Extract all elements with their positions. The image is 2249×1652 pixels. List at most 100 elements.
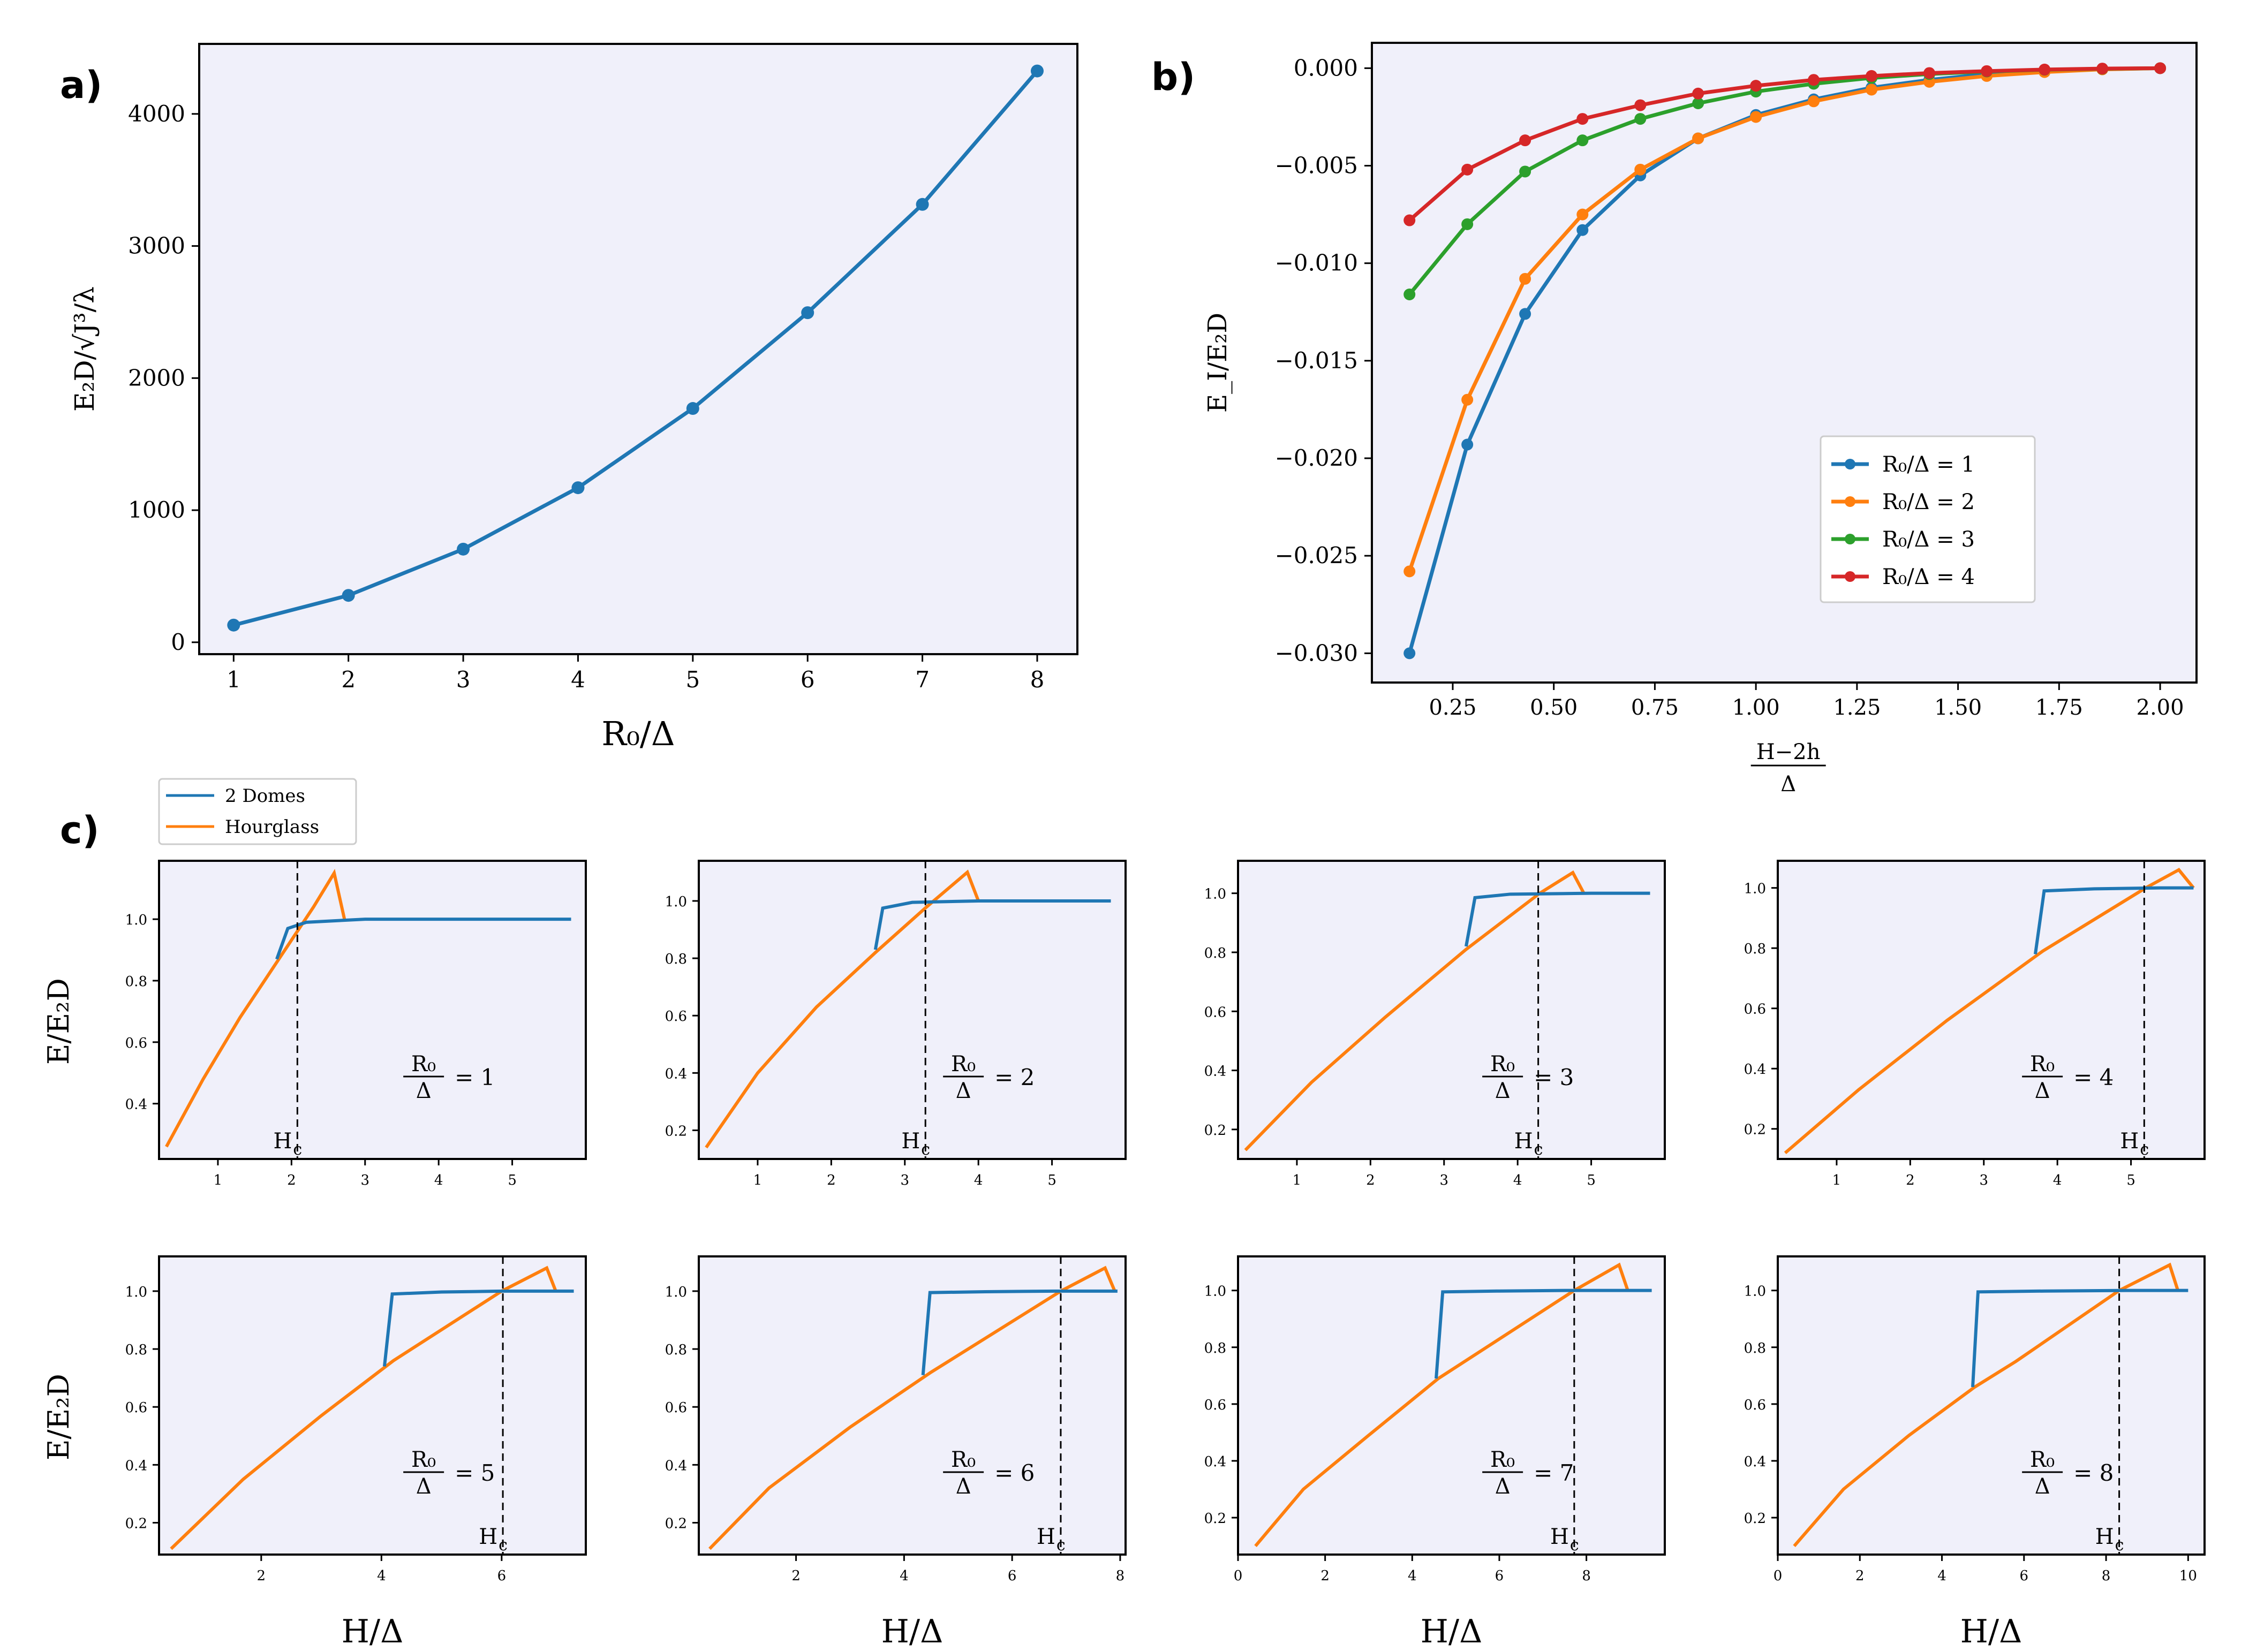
ratio-denominator: Δ (2035, 1474, 2050, 1499)
ratio-numerator: R₀ (1490, 1448, 1515, 1472)
ratio-denominator: Δ (2035, 1079, 2050, 1103)
data-point (1634, 99, 1647, 111)
ratio-numerator: R₀ (411, 1052, 436, 1077)
plot-frame (698, 1255, 1127, 1556)
ratio-numerator: R₀ (2030, 1052, 2055, 1077)
x-tick-label: 3 (900, 1172, 909, 1188)
plot-frame (158, 860, 587, 1160)
y-tick-label: −0.005 (1275, 153, 1358, 179)
data-point (1403, 565, 1416, 578)
ratio-denominator: Δ (956, 1079, 971, 1103)
data-point (1866, 84, 1878, 96)
data-point (1519, 134, 1531, 147)
chart-a: 1 2 3 4 5 6 7 8 0 1000 2000 3000 4000 R₀/Δ E₂D/√J³/λ (69, 43, 1078, 753)
y-tick-label: 0.6 (125, 1400, 147, 1416)
legend-label-2: Hourglass (225, 816, 319, 838)
ratio-denominator: Δ (416, 1079, 432, 1103)
hc-label: H (901, 1129, 920, 1154)
y-tick-label: 0.8 (665, 1342, 687, 1358)
hc-label-subscript: c (2115, 1536, 2124, 1555)
y-axis-label-row-2: E/E₂D (42, 1374, 76, 1460)
data-point (342, 589, 355, 602)
y-tick-label: 0.2 (665, 1123, 687, 1139)
y-tick-label: 0 (171, 629, 185, 655)
plot-frame (1777, 1255, 2206, 1556)
y-tick-label: 0.2 (1744, 1511, 1766, 1527)
data-point (1981, 65, 1993, 77)
y-tick-label: −0.025 (1275, 542, 1358, 569)
y-tick-label: 0.4 (125, 1458, 147, 1474)
data-point (1576, 113, 1589, 125)
legend-marker (1845, 496, 1855, 507)
ratio-value: = 1 (455, 1064, 495, 1090)
x-tick-label: 5 (2126, 1172, 2135, 1188)
y-tick-label: 1.0 (1744, 1284, 1766, 1300)
plot-frame (698, 860, 1127, 1160)
x-axis-label-col-1: H/Δ (342, 1613, 404, 1650)
x-tick-label: 3 (1979, 1172, 1988, 1188)
x-tick-label: 7 (915, 666, 930, 693)
x-tick-label: 1 (1293, 1172, 1302, 1188)
hc-label: H (479, 1525, 497, 1549)
ratio-value: = 3 (1534, 1064, 1574, 1090)
plot-area (699, 861, 1126, 1159)
x-tick-label: 1.75 (2035, 695, 2083, 720)
hc-label: H (1037, 1525, 1055, 1549)
hc-label: H (2120, 1129, 2139, 1154)
ratio-numerator: R₀ (411, 1448, 436, 1472)
x-axis-label-col-2: H/Δ (881, 1613, 944, 1650)
series-line-2 (1407, 66, 2161, 572)
data-point (1461, 438, 1474, 451)
y-tick-label: −0.020 (1275, 445, 1358, 471)
y-tick-label: 0.8 (1204, 945, 1226, 961)
x-tick-label: 1 (227, 666, 241, 693)
y-tick-label: 0.4 (1204, 1454, 1226, 1470)
plot-frame (1237, 860, 1666, 1160)
x-tick-label: 8 (1582, 1568, 1591, 1584)
y-tick-label: 0.8 (1744, 1340, 1766, 1357)
x-axis-label-denominator: Δ (1780, 772, 1796, 797)
y-tick-label: 0.8 (1744, 941, 1766, 957)
data-point (2154, 62, 2167, 74)
x-tick-label: 1 (1832, 1172, 1842, 1188)
y-tick-label: −0.030 (1275, 640, 1358, 666)
ratio-numerator: R₀ (2030, 1448, 2055, 1472)
data-point (1692, 132, 1704, 145)
ratio-value: = 6 (994, 1460, 1035, 1486)
ratio-value: = 2 (994, 1064, 1035, 1090)
x-tick-label: 6 (2020, 1568, 2029, 1584)
plot-area (1372, 43, 2197, 683)
panel-label-b: b) (1151, 55, 1195, 99)
plot-area (699, 1256, 1126, 1555)
x-tick-label: 0 (1234, 1568, 1243, 1584)
hc-label-subscript: c (1056, 1536, 1066, 1555)
y-tick-label: 3000 (128, 233, 185, 259)
y-tick-label: 1.0 (1744, 881, 1766, 897)
data-point (1750, 111, 1762, 123)
plot-area (159, 1256, 586, 1555)
data-point (1403, 647, 1416, 660)
ratio-value: = 7 (1534, 1460, 1574, 1486)
two-domes-line (921, 1289, 1118, 1375)
x-tick-label: 4 (434, 1172, 443, 1188)
data-point (686, 402, 699, 415)
x-tick-label: 4 (1937, 1568, 1946, 1584)
y-tick-label: 0.4 (665, 1066, 687, 1082)
x-tick-label: 2 (257, 1568, 266, 1584)
two-domes-line (1971, 1289, 2188, 1388)
two-domes-line (275, 918, 571, 960)
legend-box (1820, 435, 2036, 603)
data-point (1461, 393, 1474, 406)
plot-frame (1237, 1255, 1666, 1556)
x-tick-label: 2 (341, 666, 356, 693)
plot-frame (158, 1255, 587, 1556)
ratio-denominator: Δ (956, 1474, 971, 1499)
y-tick-label: 1.0 (1204, 886, 1226, 903)
x-tick-label: 5 (1047, 1172, 1056, 1188)
data-point (1576, 208, 1589, 221)
hourglass-line (1784, 868, 2195, 1155)
